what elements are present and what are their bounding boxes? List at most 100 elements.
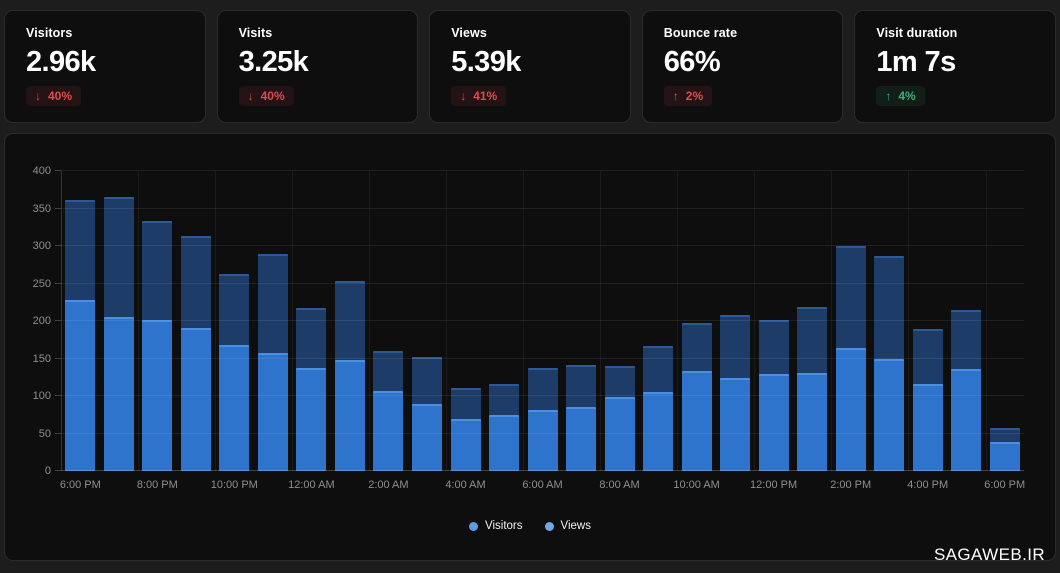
y-axis-label: 0 xyxy=(44,465,51,477)
gridline-vertical xyxy=(985,171,987,471)
stat-value: 5.39k xyxy=(451,46,521,78)
visitors-bar[interactable] xyxy=(257,352,288,471)
y-axis-label: 250 xyxy=(32,277,51,290)
stat-delta: 40% xyxy=(260,89,285,104)
stat-delta: 2% xyxy=(685,89,704,104)
visitors-bar[interactable] xyxy=(758,374,789,471)
gridline-vertical xyxy=(831,171,833,471)
visitors-bar[interactable] xyxy=(566,406,596,471)
visitors-bar[interactable] xyxy=(643,391,674,471)
visitors-bar[interactable] xyxy=(334,360,365,471)
visitors-bar[interactable] xyxy=(180,327,211,471)
visitors-legend-dot-icon xyxy=(469,521,479,531)
stat-trend-badge: ↓ 41% xyxy=(451,86,507,107)
stat-label: Visits xyxy=(238,26,273,40)
arrow-up-icon: ↑ xyxy=(672,89,679,104)
visitors-bar[interactable] xyxy=(951,369,982,471)
x-axis-label: 2:00 AM xyxy=(368,479,409,491)
gridline-vertical xyxy=(215,171,217,471)
visitors-bar[interactable] xyxy=(874,359,905,471)
stat-value: 1m 7s xyxy=(876,46,956,78)
gridline xyxy=(61,170,1024,171)
gridline xyxy=(61,432,1024,434)
y-axis-label: 150 xyxy=(32,352,51,365)
legend-label: Visitors xyxy=(485,520,523,532)
visitors-bar[interactable] xyxy=(103,317,134,471)
gridline-vertical xyxy=(523,171,525,471)
stat-delta: 4% xyxy=(898,89,916,104)
x-axis-label: 2:00 PM xyxy=(830,479,872,491)
y-tick xyxy=(55,245,61,246)
visitors-bar[interactable] xyxy=(296,367,327,471)
x-axis-label: 12:00 PM xyxy=(750,479,798,491)
y-tick xyxy=(55,395,61,396)
stat-card-views[interactable]: Views 5.39k ↓ 41% xyxy=(429,10,631,123)
gridline-vertical xyxy=(600,171,602,471)
arrow-down-icon: ↓ xyxy=(35,89,41,104)
gridline-vertical xyxy=(446,171,448,471)
visitors-bar[interactable] xyxy=(797,372,828,471)
stat-delta: 40% xyxy=(48,89,73,104)
stat-delta: 41% xyxy=(473,89,498,104)
gridline xyxy=(61,395,1024,396)
stat-card-visits[interactable]: Visits 3.25k ↓ 40% xyxy=(216,10,419,123)
stat-card-bounce-rate[interactable]: Bounce rate 66% ↑ 2% xyxy=(641,10,844,123)
gridline-vertical xyxy=(292,171,294,471)
y-axis-label: 350 xyxy=(32,202,51,215)
x-axis-labels: 6:00 PM 8:00 PM 10:00 PM 12:00 AM 2:00 AM 4:0… xyxy=(60,479,1025,495)
gridline-vertical xyxy=(754,171,756,471)
visitors-bar[interactable] xyxy=(489,414,519,471)
visitors-bar[interactable] xyxy=(912,384,943,471)
y-axis-line xyxy=(61,171,62,471)
gridline xyxy=(61,245,1024,246)
visitors-bar[interactable] xyxy=(65,300,96,471)
visitors-bar[interactable] xyxy=(835,348,866,471)
legend-item-views[interactable]: Views xyxy=(544,520,591,532)
arrow-down-icon: ↓ xyxy=(247,89,254,104)
y-tick xyxy=(55,432,61,434)
y-tick xyxy=(55,170,61,171)
x-axis-label: 8:00 PM xyxy=(136,479,178,491)
y-tick xyxy=(55,207,61,209)
stats-row: Visitors 2.96k ↓ 40% Visits 3.25k ↓ 40% … xyxy=(0,0,1060,123)
stat-card-visitors[interactable]: Visitors 2.96k ↓ 40% xyxy=(4,10,206,123)
y-tick xyxy=(55,470,61,471)
gridline-vertical xyxy=(369,171,371,471)
x-axis-label: 4:00 AM xyxy=(445,479,486,491)
bar-chart: 0 50 100 150 200 250 300 350 400 xyxy=(33,165,1024,477)
visitors-bar[interactable] xyxy=(604,396,635,471)
visitors-bar[interactable] xyxy=(450,418,481,471)
visitors-bar[interactable] xyxy=(219,345,250,471)
stat-label: Bounce rate xyxy=(663,26,738,40)
y-axis-label: 400 xyxy=(32,165,51,177)
x-axis-label: 6:00 PM xyxy=(59,479,101,491)
legend-label: Views xyxy=(560,520,591,532)
x-axis-label: 10:00 AM xyxy=(673,479,720,491)
stat-label: Views xyxy=(451,26,487,40)
visitors-bar[interactable] xyxy=(411,404,442,471)
x-axis-label: 6:00 AM xyxy=(522,479,563,491)
chart-panel: 0 50 100 150 200 250 300 350 400 6:00 PM 8:00 PM 1… xyxy=(4,133,1056,561)
views-legend-dot-icon xyxy=(544,521,554,531)
visitors-bar[interactable] xyxy=(989,441,1020,471)
y-tick xyxy=(55,357,61,359)
y-axis-label: 200 xyxy=(32,315,51,327)
gridline xyxy=(61,207,1024,209)
watermark: SAGAWEB.IR xyxy=(933,545,1045,564)
y-tick xyxy=(55,282,61,284)
visitors-bar[interactable] xyxy=(720,378,751,471)
stat-value: 66% xyxy=(663,46,721,78)
stat-card-visit-duration[interactable]: Visit duration 1m 7s ↑ 4% xyxy=(854,10,1056,123)
stat-trend-badge: ↓ 40% xyxy=(26,86,82,107)
visitors-bar[interactable] xyxy=(681,370,712,471)
x-axis-label: 10:00 PM xyxy=(210,479,258,491)
stat-label: Visit duration xyxy=(876,26,958,40)
y-axis-label: 100 xyxy=(32,390,51,402)
legend-item-visitors[interactable]: Visitors xyxy=(469,520,523,532)
y-axis-label: 50 xyxy=(38,427,51,440)
visitors-bar[interactable] xyxy=(527,409,558,471)
visitors-bar[interactable] xyxy=(142,320,173,471)
chart-legend: Visitors Views xyxy=(5,520,1055,532)
visitors-bar[interactable] xyxy=(373,390,404,471)
